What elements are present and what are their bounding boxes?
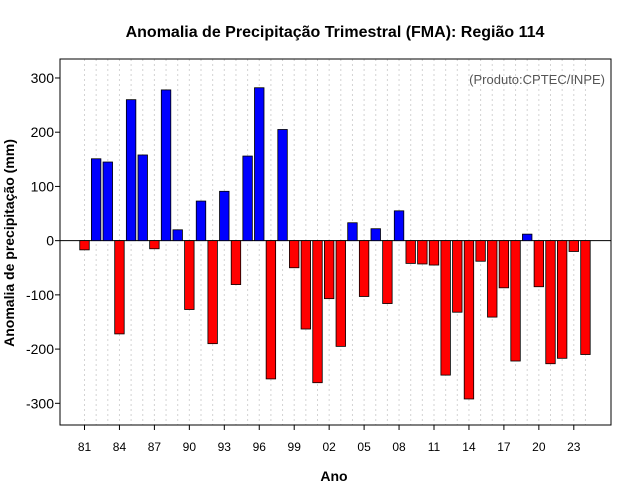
x-tick-label: 11 bbox=[428, 440, 441, 454]
bar-2019 bbox=[522, 233, 533, 242]
plot-frame bbox=[59, 58, 612, 426]
bar-2002 bbox=[323, 240, 335, 300]
bar-2009 bbox=[405, 240, 416, 264]
bar-2005 bbox=[358, 240, 370, 297]
bar-2021 bbox=[545, 240, 556, 365]
bar-2011 bbox=[428, 240, 440, 266]
y-tick-label: -100 bbox=[26, 287, 54, 303]
x-tick-label: 17 bbox=[497, 440, 511, 454]
x-tick-label: 81 bbox=[78, 440, 92, 454]
bar-1990 bbox=[184, 240, 195, 310]
bars bbox=[79, 87, 591, 400]
bar-2006 bbox=[370, 228, 381, 242]
bar-2010 bbox=[417, 240, 428, 265]
x-tick-label: 20 bbox=[532, 440, 546, 454]
bar-2024 bbox=[580, 240, 591, 355]
bar-1998 bbox=[277, 129, 288, 242]
bar-1988 bbox=[160, 89, 172, 242]
y-tick-label: 100 bbox=[31, 178, 55, 194]
grid-lines bbox=[84, 59, 586, 425]
x-tick-label: 87 bbox=[148, 440, 162, 454]
x-tick-label: 05 bbox=[357, 440, 371, 454]
bar-2016 bbox=[487, 240, 498, 318]
bar-2023 bbox=[568, 240, 579, 252]
y-axis-label: Anomalia de precipitação (mm) bbox=[1, 139, 17, 347]
bar-2018 bbox=[510, 240, 521, 362]
bar-2022 bbox=[557, 240, 568, 359]
bar-1983 bbox=[102, 161, 113, 242]
x-tick-label: 23 bbox=[567, 440, 581, 454]
bar-2012 bbox=[440, 240, 451, 376]
bar-1982 bbox=[91, 158, 102, 242]
bar-1989 bbox=[172, 229, 183, 242]
x-tick-label: 08 bbox=[392, 440, 406, 454]
x-tick-label: 96 bbox=[253, 440, 267, 454]
bar-1996 bbox=[254, 87, 265, 242]
x-axis: 81 84 87 90 93 96 99 02 05 08 11 14 17 20 23 bbox=[78, 425, 581, 454]
y-tick-label: -200 bbox=[26, 341, 54, 357]
x-tick-label: 93 bbox=[218, 440, 232, 454]
y-tick-label: 300 bbox=[31, 70, 55, 86]
bar-1985 bbox=[125, 99, 137, 242]
bar-2017 bbox=[498, 240, 510, 289]
bar-2007 bbox=[382, 240, 393, 304]
bar-2001 bbox=[312, 240, 323, 384]
bar-2014 bbox=[463, 240, 475, 400]
x-tick-label: 99 bbox=[288, 440, 302, 454]
y-tick-label: 0 bbox=[46, 233, 54, 249]
x-tick-label: 90 bbox=[183, 440, 197, 454]
bar-1995 bbox=[242, 155, 253, 242]
x-tick-label: 14 bbox=[462, 440, 476, 454]
bar-1997 bbox=[265, 240, 277, 380]
bar-2015 bbox=[475, 240, 486, 262]
y-axis: -300 -200 -100 0 100 200 300 bbox=[26, 70, 60, 411]
x-axis-label: Ano bbox=[320, 468, 347, 484]
x-tick-label: 84 bbox=[113, 440, 127, 454]
x-tick-label: 02 bbox=[322, 440, 336, 454]
y-tick-label: -300 bbox=[26, 395, 54, 411]
bar-1984 bbox=[114, 240, 125, 335]
credit-label: (Produto:CPTEC/INPE) bbox=[469, 72, 605, 87]
chart-title: Anomalia de Precipitação Trimestral (FMA… bbox=[126, 24, 545, 41]
bar-1981 bbox=[79, 240, 90, 251]
bar-1994 bbox=[230, 240, 242, 285]
bar-1991 bbox=[195, 200, 207, 242]
bar-1992 bbox=[207, 240, 218, 345]
bar-2020 bbox=[533, 240, 544, 288]
bar-1993 bbox=[219, 190, 230, 242]
bar-2003 bbox=[335, 240, 346, 347]
bar-2008 bbox=[393, 210, 405, 242]
bar-1987 bbox=[149, 240, 160, 250]
bar-2013 bbox=[452, 240, 463, 313]
bar-1999 bbox=[289, 240, 300, 269]
bar-2004 bbox=[347, 222, 358, 242]
y-tick-label: 200 bbox=[31, 124, 55, 140]
bar-1986 bbox=[137, 154, 148, 242]
bar-2000 bbox=[300, 240, 312, 330]
